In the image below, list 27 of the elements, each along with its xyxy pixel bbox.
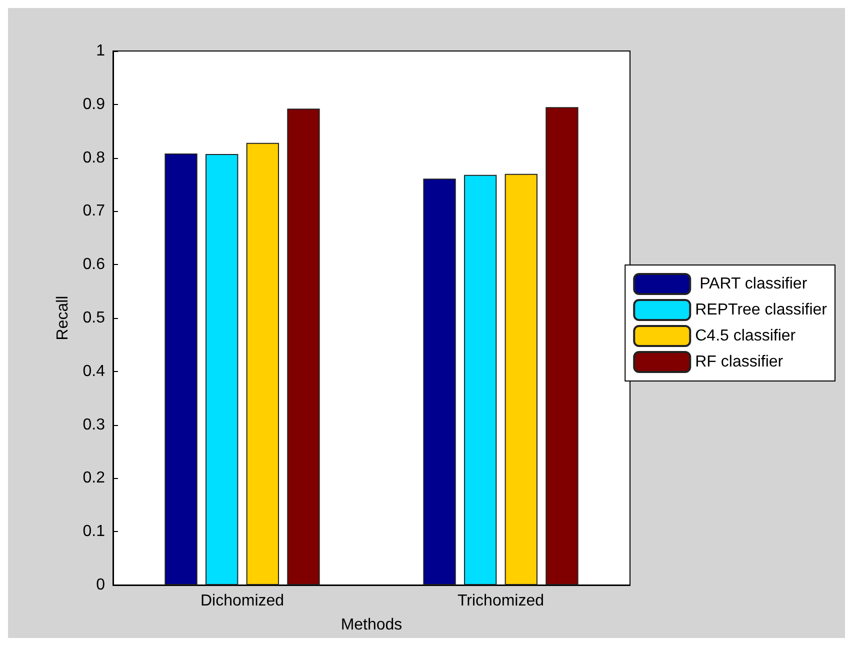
legend-label: RF classifier [695,354,784,370]
y-tick-label: 0.2 [82,470,106,487]
legend-label: C4.5 classifier [695,328,796,344]
legend-label: PART classifier [695,276,808,292]
bar [464,174,497,585]
bar [246,142,279,585]
y-tick-label: 0.8 [82,149,106,166]
y-tick-label: 1 [96,42,106,60]
x-axis-title: Methods [340,616,402,634]
bar [164,154,198,585]
y-tick-label: 0.7 [82,202,106,220]
y-tick-label: 0.3 [82,416,106,434]
y-tick-label: 0.4 [82,362,106,380]
y-tick-label: 0.6 [82,256,106,274]
bar [423,178,456,585]
bar [546,107,578,585]
bar [504,174,538,585]
y-axis-title: Recall [54,296,72,340]
y-tick-label: 0 [96,576,106,594]
y-tick-label: 0.9 [82,96,106,113]
y-tick-label: 0.5 [82,310,106,326]
y-tick-label: 0.1 [82,523,106,540]
bar [206,154,238,585]
x-tick-label: Trichomized [457,592,544,610]
x-tick-label: Dichomized [200,592,284,610]
legend-label: REPTree classifier [695,302,828,318]
bar [287,108,320,585]
